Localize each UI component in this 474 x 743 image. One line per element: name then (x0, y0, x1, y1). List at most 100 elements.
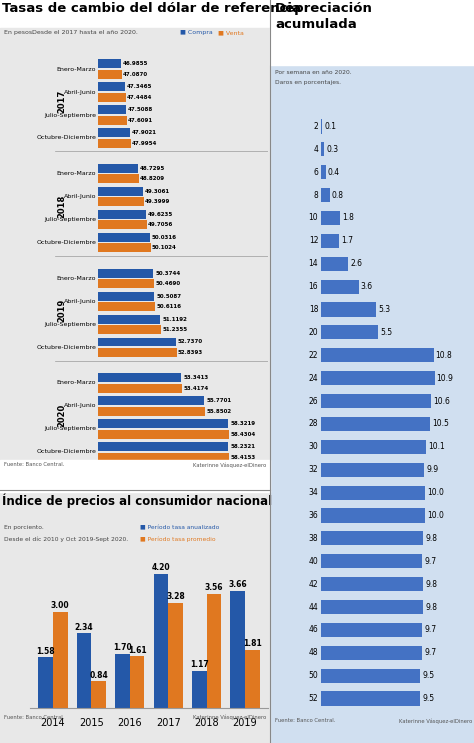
Bar (98, 348, 176, 357)
Text: ■ Período tasa promedio: ■ Período tasa promedio (140, 536, 216, 542)
Bar (98, 233, 150, 241)
Bar (98, 452, 229, 461)
Bar (98, 373, 181, 382)
Text: 9.8: 9.8 (425, 534, 437, 543)
Text: En porciento.: En porciento. (4, 525, 44, 530)
Text: 52: 52 (309, 694, 318, 703)
Text: 52.8393: 52.8393 (178, 350, 203, 355)
Text: 5.5: 5.5 (381, 328, 392, 337)
Text: 50.4690: 50.4690 (155, 281, 181, 286)
Text: Índice de precios al consumidor nacional: Índice de precios al consumidor nacional (2, 493, 272, 507)
Text: 10.6: 10.6 (434, 397, 450, 406)
Text: Desde el díc 2010 y Oct 2019-Sept 2020.: Desde el díc 2010 y Oct 2019-Sept 2020. (4, 536, 128, 542)
Text: 9.7: 9.7 (424, 649, 437, 658)
Bar (98, 383, 182, 392)
Text: Abril-Junio: Abril-Junio (64, 299, 96, 304)
Text: 51.2355: 51.2355 (163, 327, 188, 332)
Bar (130, 657, 145, 708)
Text: Fuente: Banco Central.: Fuente: Banco Central. (4, 462, 64, 467)
Bar (245, 650, 260, 708)
Text: 26: 26 (309, 397, 318, 406)
Text: 49.3061: 49.3061 (145, 189, 170, 194)
Bar (98, 187, 143, 196)
Text: 4: 4 (313, 145, 318, 154)
Bar (168, 603, 183, 708)
Text: 50.3744: 50.3744 (155, 270, 181, 276)
Text: 10: 10 (309, 213, 318, 222)
Text: Julio-Septiembre: Julio-Septiembre (44, 322, 96, 327)
Text: 40: 40 (309, 557, 318, 565)
Bar (321, 646, 422, 660)
Text: Abril-Junio: Abril-Junio (64, 403, 96, 409)
Bar (98, 302, 155, 311)
Bar (321, 120, 322, 134)
Bar (115, 654, 130, 708)
Bar (154, 574, 168, 708)
Text: 47.3465: 47.3465 (127, 85, 152, 89)
Bar (321, 508, 425, 522)
Bar (321, 302, 376, 317)
Text: Enero-Marzo: Enero-Marzo (57, 171, 96, 176)
Text: 14: 14 (309, 259, 318, 268)
Text: 10.1: 10.1 (428, 442, 445, 451)
Text: 16: 16 (309, 282, 318, 291)
Text: 0.4: 0.4 (328, 168, 340, 177)
Bar (98, 337, 175, 346)
Text: Fuente: Banco Central.: Fuente: Banco Central. (275, 718, 336, 723)
Text: Depreciación
acumulada: Depreciación acumulada (275, 2, 373, 31)
Bar (321, 669, 420, 683)
Text: 18: 18 (309, 305, 318, 314)
Bar (98, 442, 228, 451)
Bar (91, 681, 106, 708)
Text: 1.8: 1.8 (342, 213, 354, 222)
Text: 47.6091: 47.6091 (128, 117, 153, 123)
Text: 30: 30 (309, 442, 318, 451)
Text: Katerinne Vásquez-elDinero: Katerinne Vásquez-elDinero (193, 715, 266, 721)
Text: Enero-Marzo: Enero-Marzo (57, 380, 96, 386)
Text: 10.5: 10.5 (432, 420, 449, 429)
Bar (98, 291, 155, 301)
Text: 52.7370: 52.7370 (178, 340, 203, 345)
Text: Julio-Septiembre: Julio-Septiembre (44, 217, 96, 222)
Text: 3.28: 3.28 (166, 592, 185, 601)
Text: 48: 48 (309, 649, 318, 658)
Text: 8: 8 (313, 191, 318, 200)
Text: 9.8: 9.8 (425, 580, 437, 588)
Bar (321, 211, 340, 225)
Text: 0.8: 0.8 (332, 191, 344, 200)
Text: Julio-Septiembre: Julio-Septiembre (44, 426, 96, 432)
Bar (98, 139, 131, 148)
Text: Abril-Junio: Abril-Junio (64, 90, 96, 94)
Text: 10.0: 10.0 (428, 488, 444, 497)
Text: ■ Período tasa anualizado: ■ Período tasa anualizado (140, 525, 219, 530)
Text: 3.56: 3.56 (205, 583, 223, 592)
Bar (321, 279, 359, 293)
Bar (98, 198, 144, 207)
Text: 55.8502: 55.8502 (206, 409, 231, 414)
Text: 58.4153: 58.4153 (230, 455, 255, 459)
Text: 47.4484: 47.4484 (127, 95, 152, 100)
Text: Enero-Marzo: Enero-Marzo (57, 276, 96, 281)
Bar (98, 314, 160, 323)
Text: 38: 38 (309, 534, 318, 543)
Text: 58.3219: 58.3219 (231, 421, 256, 426)
Text: 49.7056: 49.7056 (148, 222, 173, 227)
Text: 6: 6 (313, 168, 318, 177)
Text: 32: 32 (309, 465, 318, 474)
Bar (321, 325, 379, 340)
Text: 9.5: 9.5 (422, 694, 434, 703)
Text: 22: 22 (309, 351, 318, 360)
Text: 12: 12 (309, 236, 318, 245)
Text: Octubre-Diciembre: Octubre-Diciembre (36, 135, 96, 140)
Text: 4.20: 4.20 (152, 563, 170, 572)
Text: Julio-Septiembre: Julio-Septiembre (44, 112, 96, 117)
Text: Katerinne Vásquez-elDinero: Katerinne Vásquez-elDinero (399, 718, 472, 724)
Text: 3.66: 3.66 (228, 580, 247, 589)
Bar (321, 256, 348, 271)
Bar (98, 210, 146, 219)
Text: 24: 24 (309, 374, 318, 383)
Bar (230, 591, 245, 708)
Text: 44: 44 (309, 603, 318, 611)
Text: 58.4304: 58.4304 (231, 432, 256, 437)
Text: 28: 28 (309, 420, 318, 429)
